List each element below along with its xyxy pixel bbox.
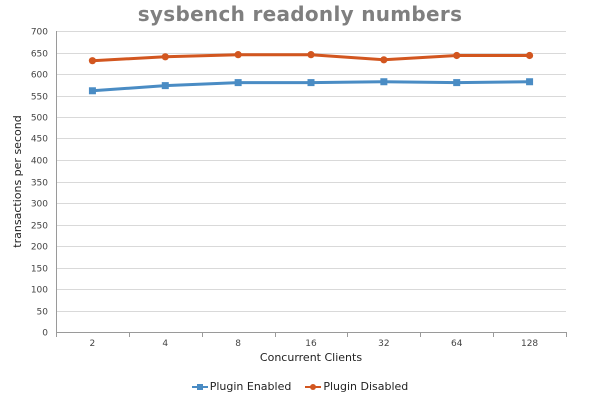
- data-point[interactable]: [453, 51, 461, 60]
- x-tick-label: 2: [90, 339, 96, 349]
- data-point[interactable]: [380, 56, 388, 64]
- data-point[interactable]: [307, 79, 315, 87]
- x-axis-label: Concurrent Clients: [260, 351, 362, 364]
- grid-lines: [56, 31, 566, 312]
- x-tick-label: 4: [162, 339, 168, 349]
- x-tick-label: 64: [451, 339, 463, 349]
- y-tick-labels: 0 50 100 150 200 250 300 350 400 450 500 550 600 650 7…: [31, 28, 48, 339]
- data-point[interactable]: [234, 51, 242, 59]
- legend-swatch-plugin-disabled: [305, 382, 322, 392]
- legend-item-plugin-enabled[interactable]: Plugin Enabled: [191, 380, 292, 393]
- legend-label-plugin-disabled: Plugin Disabled: [323, 380, 409, 393]
- data-point[interactable]: [307, 51, 315, 59]
- y-tick-label: 200: [31, 243, 48, 253]
- y-tick-label: 600: [31, 71, 48, 81]
- y-tick-label: 300: [31, 200, 48, 210]
- data-point[interactable]: [380, 78, 388, 86]
- y-tick-label: 50: [37, 308, 49, 318]
- legend-label-plugin-enabled: Plugin Enabled: [209, 380, 292, 393]
- y-tick-label: 650: [31, 50, 48, 60]
- y-tick-label: 500: [31, 114, 48, 124]
- data-point[interactable]: [88, 57, 97, 65]
- data-point[interactable]: [88, 87, 96, 95]
- data-point[interactable]: [161, 82, 169, 90]
- y-tick-label: 450: [31, 135, 48, 145]
- data-point[interactable]: [161, 53, 169, 61]
- x-tick-label: 16: [305, 339, 317, 349]
- x-tick-label: 8: [235, 339, 241, 349]
- y-tick-label: 700: [31, 28, 48, 38]
- axes: [56, 31, 567, 337]
- data-point[interactable]: [525, 51, 534, 60]
- y-tick-label: 250: [31, 222, 48, 232]
- x-tick-label: 32: [378, 339, 389, 349]
- y-tick-label: 350: [31, 179, 48, 189]
- y-tick-label: 400: [31, 157, 48, 167]
- legend: Plugin Enabled Plugin Disabled: [0, 380, 600, 393]
- x-tick-label: 128: [521, 339, 538, 349]
- data-point[interactable]: [234, 79, 242, 87]
- y-tick-label: 100: [31, 286, 48, 296]
- y-axis-label: transactions per second: [11, 115, 24, 247]
- chart-title: sysbench readonly numbers: [137, 2, 463, 26]
- legend-item-plugin-disabled[interactable]: Plugin Disabled: [305, 380, 408, 393]
- data-point[interactable]: [453, 79, 461, 87]
- legend-swatch-plugin-enabled: [191, 382, 208, 392]
- series-lines: [88, 51, 534, 95]
- y-tick-label: 550: [31, 93, 48, 103]
- x-tick-labels: 2 4 8 16 32 64 128: [90, 339, 539, 349]
- data-point[interactable]: [526, 78, 534, 86]
- y-tick-label: 0: [42, 329, 48, 339]
- y-tick-label: 150: [31, 265, 48, 275]
